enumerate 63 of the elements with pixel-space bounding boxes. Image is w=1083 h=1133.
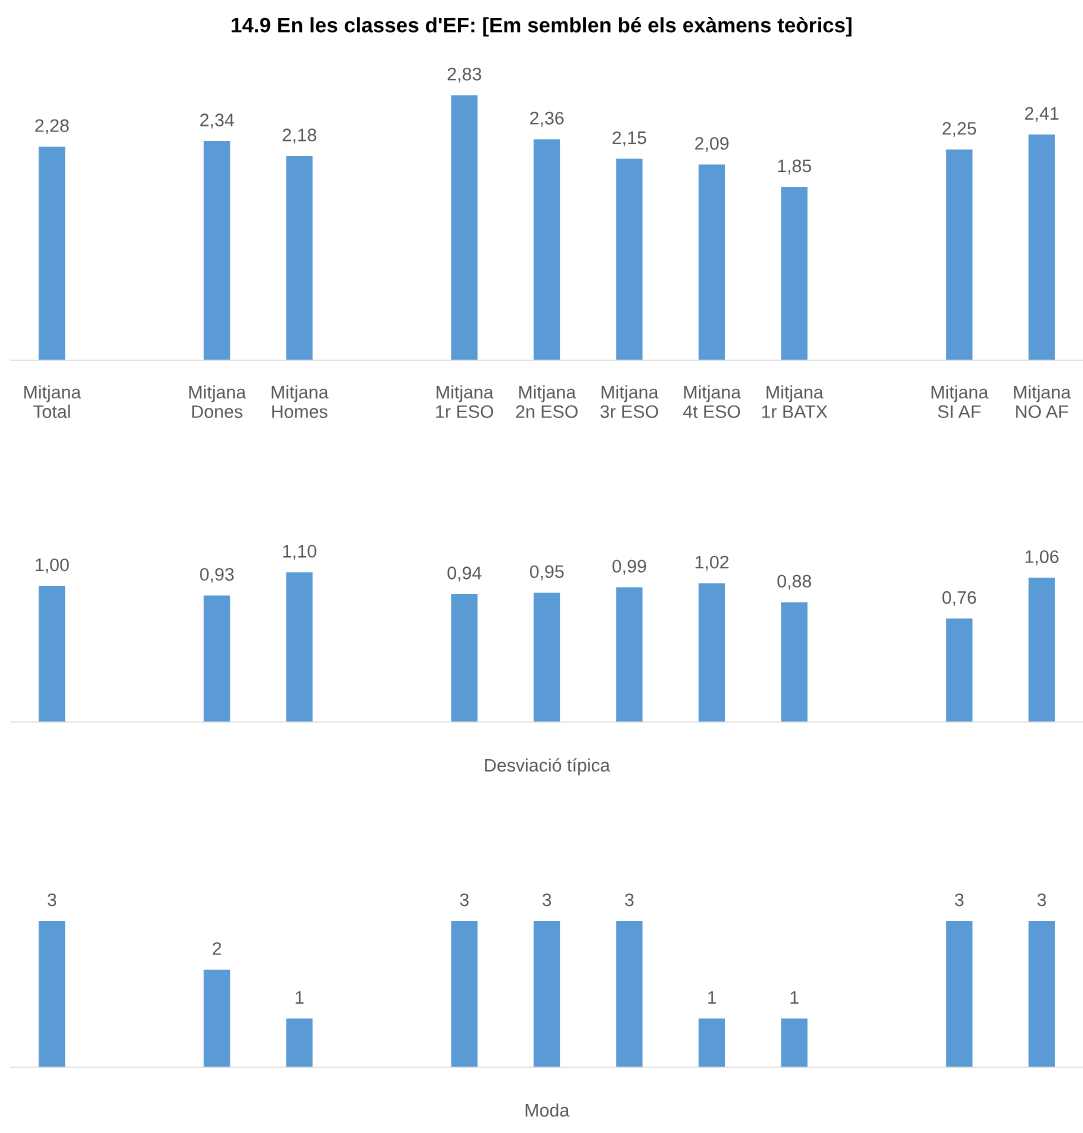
x-tick-label: Mitjana 1r BATX — [762, 385, 828, 418]
x-tick-label: Mitjana 1r ESO — [436, 385, 494, 418]
data-label: 1,00 — [35, 558, 69, 574]
data-label: 0,76 — [942, 591, 977, 607]
data-label: 1,02 — [695, 555, 729, 571]
data-label: 2,15 — [612, 131, 647, 147]
data-label: 1 — [790, 991, 799, 1004]
data-label: 3 — [47, 893, 57, 907]
data-label: 2,09 — [695, 137, 729, 152]
data-label: 0,94 — [447, 566, 482, 582]
x-tick-label: Mitjana Dones — [189, 385, 247, 418]
x-axis-title: Desviació típica — [485, 758, 611, 776]
bar — [946, 618, 973, 723]
x-tick-label: Mitjana Homes — [271, 385, 329, 418]
bar — [781, 186, 808, 361]
data-label: 1 — [708, 991, 716, 1004]
bar — [286, 572, 313, 723]
x-axis-title: Moda — [525, 1103, 570, 1117]
data-label: 0,88 — [777, 574, 812, 590]
data-label: 0,95 — [530, 565, 564, 581]
data-label: 2,28 — [35, 119, 69, 135]
bar — [781, 602, 808, 723]
bar — [533, 139, 561, 361]
data-label: 1,85 — [778, 159, 812, 175]
bar — [451, 95, 478, 361]
data-label: 2 — [212, 942, 222, 955]
bar — [533, 592, 561, 723]
data-label: 2,41 — [1025, 107, 1059, 122]
data-label: 1,06 — [1025, 550, 1059, 566]
bar — [616, 587, 643, 723]
x-tick-label: Mitjana SI AF — [931, 385, 989, 418]
data-label: 1 — [295, 991, 304, 1004]
bar — [286, 156, 313, 361]
data-label: 3 — [1037, 893, 1046, 907]
bar — [451, 594, 478, 723]
data-label: 2,36 — [530, 111, 564, 127]
data-label: 3 — [460, 893, 469, 907]
data-label: 2,83 — [447, 67, 482, 83]
bar — [38, 585, 66, 723]
bar — [698, 583, 726, 723]
data-label: 2,18 — [282, 128, 317, 144]
x-tick-label: Mitjana 4t ESO — [683, 385, 741, 418]
bar — [1028, 577, 1055, 723]
x-tick-label: Mitjana 2n ESO — [516, 385, 578, 418]
bar — [616, 158, 643, 361]
chart-title: 14.9 En les classes d'EF: [Em semblen bé els exàmens teòrics] — [231, 16, 852, 37]
bar — [946, 149, 973, 361]
data-label: 3 — [954, 893, 964, 907]
data-label: 1,10 — [283, 544, 317, 560]
bar — [38, 146, 66, 361]
bar — [698, 164, 726, 361]
data-label: 3 — [542, 893, 552, 907]
x-tick-label: Mitjana Total — [24, 385, 82, 418]
data-label: 2,25 — [942, 122, 977, 137]
data-label: 3 — [625, 893, 634, 907]
x-tick-label: Mitjana NO AF — [1014, 385, 1071, 418]
bar — [203, 595, 231, 723]
x-tick-label: Mitjana 3r ESO — [600, 385, 659, 418]
bar — [1028, 134, 1055, 361]
bar — [203, 141, 231, 361]
data-label: 2,34 — [200, 113, 234, 129]
data-label: 0,93 — [200, 567, 234, 583]
data-label: 0,99 — [612, 559, 647, 575]
